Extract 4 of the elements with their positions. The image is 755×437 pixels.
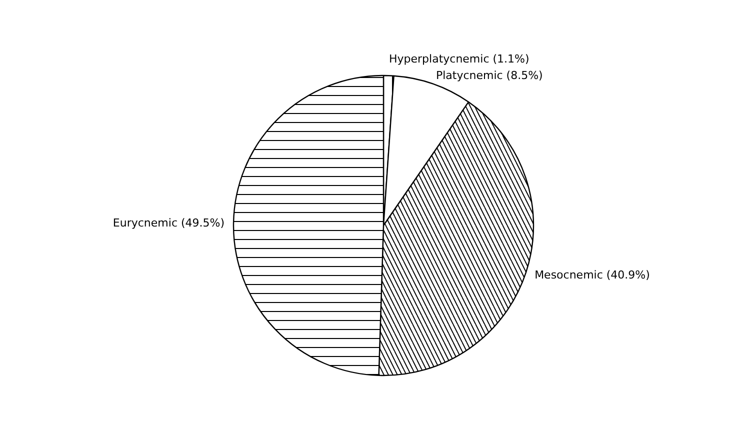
slice-label: Eurycnemic (49.5%): [112, 216, 225, 230]
slice-label: Hyperplatycnemic (1.1%): [388, 52, 530, 66]
slice-label: Platycnemic (8.5%): [436, 68, 543, 82]
slice-label: Mesocnemic (40.9%): [534, 268, 650, 282]
